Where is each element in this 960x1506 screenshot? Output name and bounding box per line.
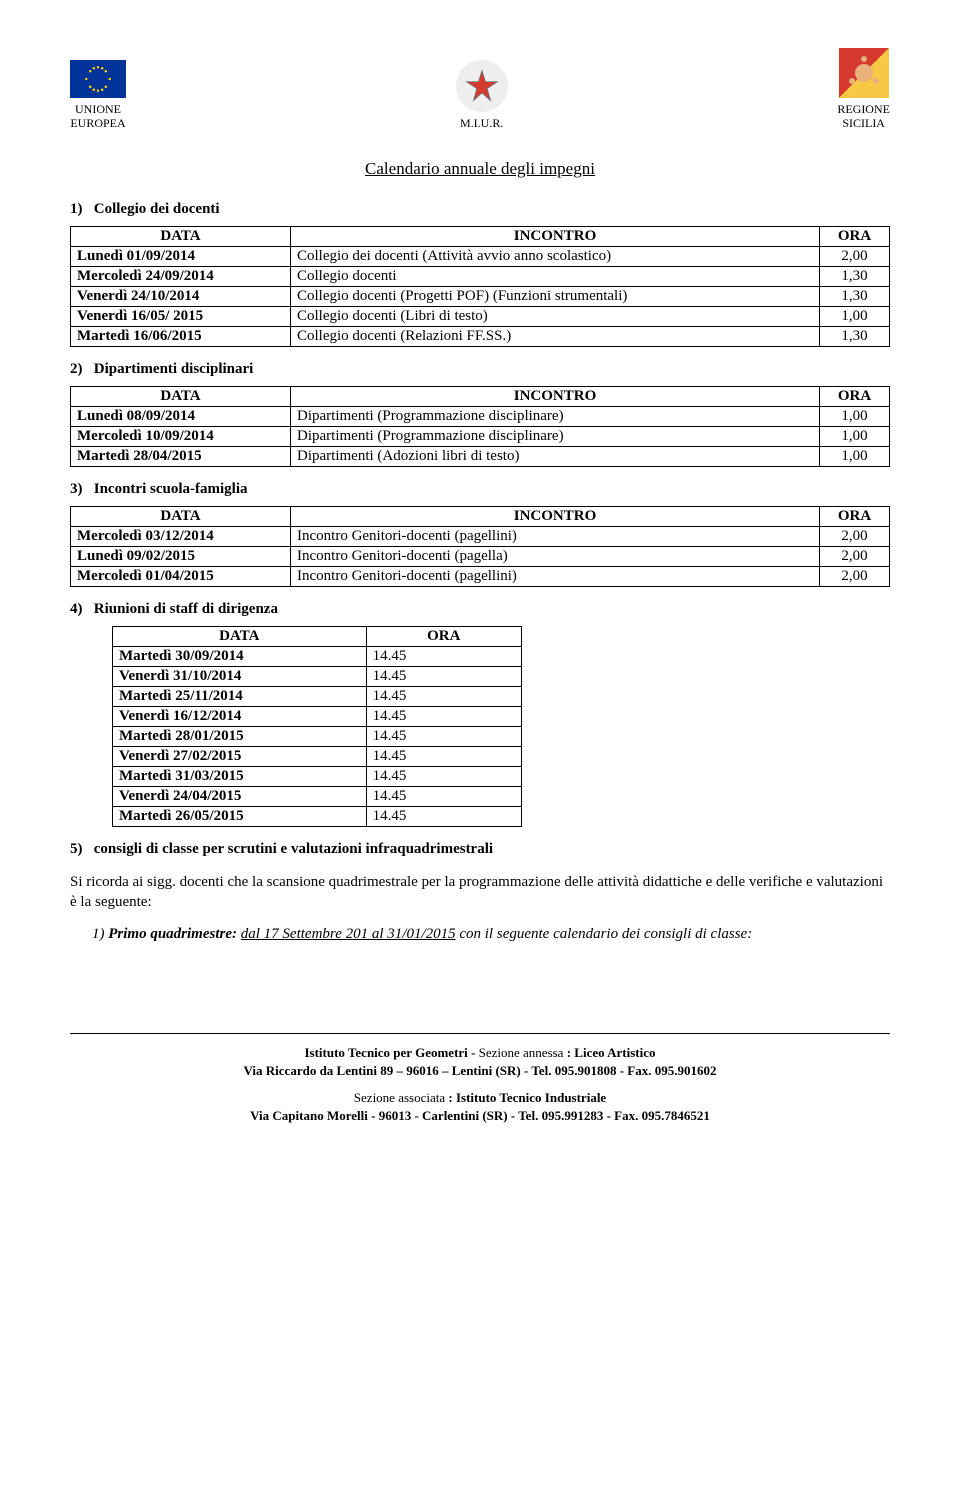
th-incontro: INCONTRO: [291, 506, 820, 526]
th-incontro: INCONTRO: [291, 226, 820, 246]
quad1-underline: dal 17 Settembre 201 al 31/01/2015: [241, 926, 456, 942]
th-data: DATA: [71, 226, 291, 246]
th-data: DATA: [71, 506, 291, 526]
footer-line1: Istituto Tecnico per Geometri - Sezione …: [70, 1044, 890, 1062]
page-footer: Istituto Tecnico per Geometri - Sezione …: [70, 1033, 890, 1124]
section-3-heading: 3) Incontri scuola-famiglia: [70, 481, 890, 498]
section-4-label: Riunioni di staff di dirigenza: [94, 601, 278, 617]
section-2-label: Dipartimenti disciplinari: [94, 361, 254, 377]
header-right-line2: SICILIA: [842, 116, 885, 130]
section-3-num: 3): [70, 481, 90, 498]
table-row: Venerdì 24/04/201514.45: [113, 786, 522, 806]
header-center-line1: M.I.U.R.: [460, 116, 503, 130]
th-data: DATA: [113, 626, 367, 646]
table-scuola-famiglia: DATA INCONTRO ORA Mercoledì 03/12/2014In…: [70, 506, 890, 587]
table-row: Venerdì 16/12/201414.45: [113, 706, 522, 726]
footer-line4: Via Capitano Morelli - 96013 - Carlentin…: [70, 1107, 890, 1125]
table-row: Mercoledì 24/09/2014Collegio docenti1,30: [71, 266, 890, 286]
table-row: Venerdì 16/05/ 2015Collegio docenti (Lib…: [71, 306, 890, 326]
th-ora: ORA: [820, 386, 890, 406]
section-1-heading: 1) Collegio dei docenti: [70, 201, 890, 218]
section-4-num: 4): [70, 601, 90, 618]
header-left-line1: UNIONE: [75, 102, 121, 116]
footer-line2: Via Riccardo da Lentini 89 – 96016 – Len…: [70, 1062, 890, 1080]
italy-emblem-icon: [456, 60, 508, 112]
table-collegio-docenti: DATA INCONTRO ORA Lunedì 01/09/2014Colle…: [70, 226, 890, 347]
section-1-label: Collegio dei docenti: [94, 201, 220, 217]
table-row: Venerdì 31/10/201414.45: [113, 666, 522, 686]
table-row: Mercoledì 10/09/2014Dipartimenti (Progra…: [71, 426, 890, 446]
section-2-num: 2): [70, 361, 90, 378]
sicily-flag-icon: [839, 48, 889, 98]
quad1-tail: con il seguente calendario dei consigli …: [456, 926, 753, 942]
table-row: Mercoledì 01/04/2015Incontro Genitori-do…: [71, 566, 890, 586]
section-5-heading: 5) consigli di classe per scrutini e val…: [70, 841, 890, 858]
table-row: Martedì 28/01/201514.45: [113, 726, 522, 746]
th-ora: ORA: [820, 506, 890, 526]
page-header: UNIONE EUROPEA M.I.U.R. REGIONE SICILIA: [70, 48, 890, 131]
quadrimestre-1: 1) Primo quadrimestre: dal 17 Settembre …: [92, 926, 890, 943]
section-3-label: Incontri scuola-famiglia: [94, 481, 248, 497]
table-row: Venerdì 24/10/2014Collegio docenti (Prog…: [71, 286, 890, 306]
section-5-label: consigli di classe per scrutini e valuta…: [94, 841, 493, 857]
eu-flag-icon: [70, 60, 126, 98]
section-4-heading: 4) Riunioni di staff di dirigenza: [70, 601, 890, 618]
quad1-bold: Primo quadrimestre:: [108, 926, 241, 942]
footer-line3: Sezione associata : Istituto Tecnico Ind…: [70, 1089, 890, 1107]
page-title: Calendario annuale degli impegni: [70, 159, 890, 179]
table-row: Martedì 31/03/201514.45: [113, 766, 522, 786]
section-1-num: 1): [70, 201, 90, 218]
section-2-heading: 2) Dipartimenti disciplinari: [70, 361, 890, 378]
table-row: Mercoledì 03/12/2014Incontro Genitori-do…: [71, 526, 890, 546]
table-row: Martedì 16/06/2015Collegio docenti (Rela…: [71, 326, 890, 346]
table-row: Martedì 30/09/201414.45: [113, 646, 522, 666]
table-dipartimenti: DATA INCONTRO ORA Lunedì 08/09/2014Dipar…: [70, 386, 890, 467]
section-5-num: 5): [70, 841, 90, 858]
th-incontro: INCONTRO: [291, 386, 820, 406]
table-row: Lunedì 08/09/2014Dipartimenti (Programma…: [71, 406, 890, 426]
th-ora: ORA: [366, 626, 521, 646]
header-left: UNIONE EUROPEA: [70, 60, 126, 131]
header-right-line1: REGIONE: [837, 102, 890, 116]
header-center: M.I.U.R.: [456, 60, 508, 130]
table-row: Venerdì 27/02/201514.45: [113, 746, 522, 766]
table-staff-dirigenza: DATA ORA Martedì 30/09/201414.45 Venerdì…: [112, 626, 522, 827]
header-right: REGIONE SICILIA: [837, 48, 890, 131]
header-left-line2: EUROPEA: [70, 116, 125, 130]
table-row: Martedì 26/05/201514.45: [113, 806, 522, 826]
table-row: Martedì 25/11/201414.45: [113, 686, 522, 706]
quad1-num: 1): [92, 926, 105, 942]
table-row: Martedì 28/04/2015Dipartimenti (Adozioni…: [71, 446, 890, 466]
intro-paragraph: Si ricorda ai sigg. docenti che la scans…: [70, 872, 890, 913]
th-data: DATA: [71, 386, 291, 406]
table-row: Lunedì 01/09/2014Collegio dei docenti (A…: [71, 246, 890, 266]
table-row: Lunedì 09/02/2015Incontro Genitori-docen…: [71, 546, 890, 566]
th-ora: ORA: [820, 226, 890, 246]
